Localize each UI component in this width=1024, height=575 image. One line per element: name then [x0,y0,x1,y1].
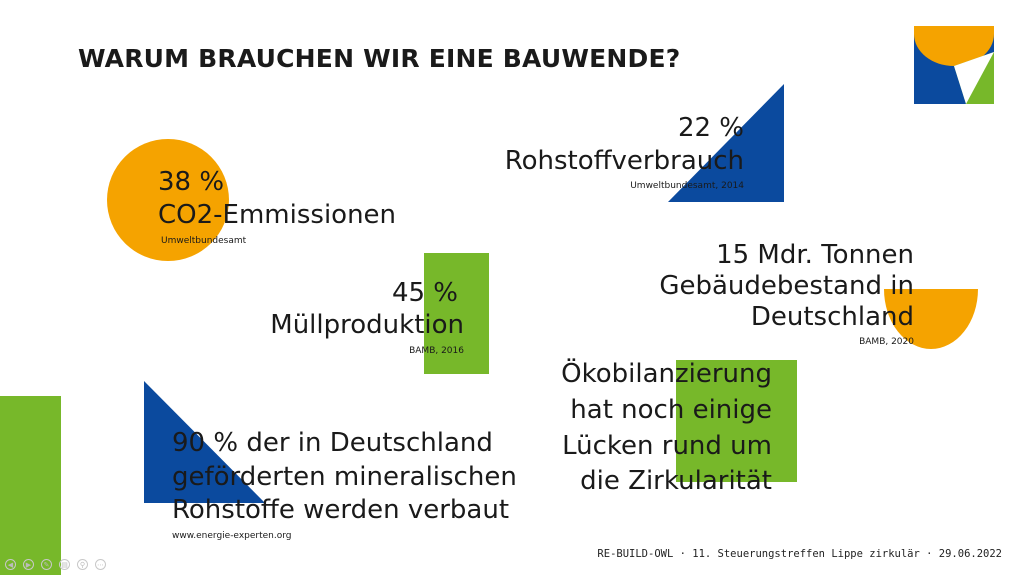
muell-source: BAMB, 2016 [409,346,464,356]
green-rect-shape-middle [424,253,489,374]
mineral-line3: Rohstoffe werden verbaut [172,495,510,525]
rohstoff-value: 22 % [677,113,744,143]
more-icon[interactable]: ⋯ [95,559,106,570]
rohstoff-label: Rohstoffverbrauch [504,146,744,176]
oeko-line3: Lücken rund um [562,431,772,461]
gebaeude-line2: Gebäudebestand in [659,271,914,301]
muell-value: 45 % [391,278,458,308]
muell-label: Müllproduktion [270,310,464,340]
blue-triangle-shape-top [668,84,784,202]
pen-icon[interactable]: ✎ [41,559,52,570]
page-title: WARUM BRAUCHEN WIR EINE BAUWENDE? [78,44,681,73]
arrow-right-icon[interactable]: ▶ [23,559,34,570]
gebaeude-line3: Deutschland [750,302,914,332]
slides-icon[interactable]: ▤ [59,559,70,570]
zoom-icon[interactable]: ⚲ [77,559,88,570]
oeko-line1: Ökobilanzierung [561,359,772,389]
co2-value: 38 % [158,167,225,197]
footer-text: RE-BUILD-OWL · 11. Steuerungstreffen Lip… [597,548,1002,560]
orange-half-circle-shape [884,289,978,349]
gebaeude-line1: 15 Mdr. Tonnen [716,240,914,270]
rohstoff-source: Umweltbundesamt, 2014 [630,181,744,191]
co2-source: Umweltbundesamt [161,236,247,246]
green-bar-shape-left [0,396,61,575]
mineral-line1: 90 % der in Deutschland [172,428,493,458]
blue-triangle-shape-bottom [144,381,265,503]
arrow-left-icon[interactable]: ◀ [5,559,16,570]
logo [914,26,994,104]
co2-label: CO2-Emmissionen [158,200,397,230]
mineral-line2: geförderten mineralischen [172,462,517,492]
green-square-shape [676,360,797,482]
gebaeude-source: BAMB, 2020 [859,337,914,347]
orange-circle-shape [107,139,229,261]
mineral-source: www.energie-experten.org [172,531,292,541]
oeko-line2: hat noch einige [570,395,772,425]
oeko-line4: die Zirkularität [580,466,772,496]
